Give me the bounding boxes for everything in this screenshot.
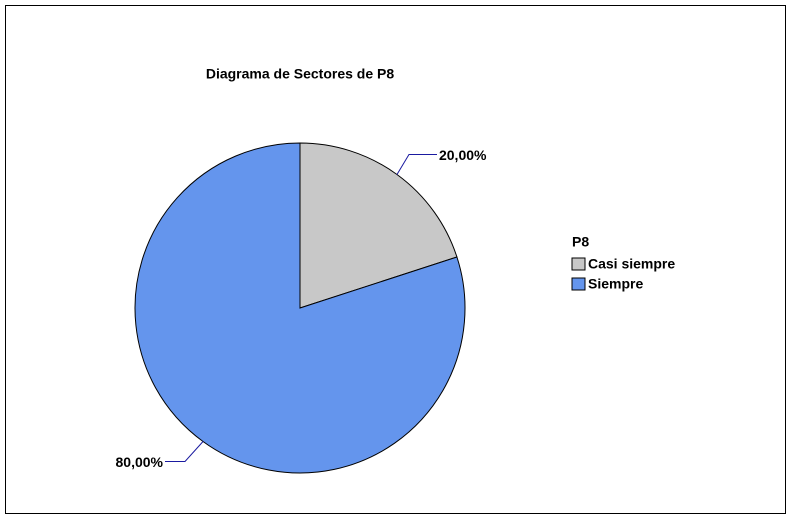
data-label: 80,00% — [116, 454, 164, 470]
legend-label: Siempre — [588, 276, 643, 292]
leader-line — [396, 154, 437, 175]
pie-slice — [299, 142, 458, 309]
legend-swatch — [571, 257, 586, 271]
legend-label: Casi siempre — [588, 256, 675, 272]
data-label: 20,00% — [439, 147, 487, 163]
chart-title: Diagrama de Sectores de P8 — [206, 66, 395, 82]
legend-title: P8 — [572, 234, 589, 250]
legend-swatch — [571, 277, 586, 291]
leader-line — [165, 441, 204, 462]
